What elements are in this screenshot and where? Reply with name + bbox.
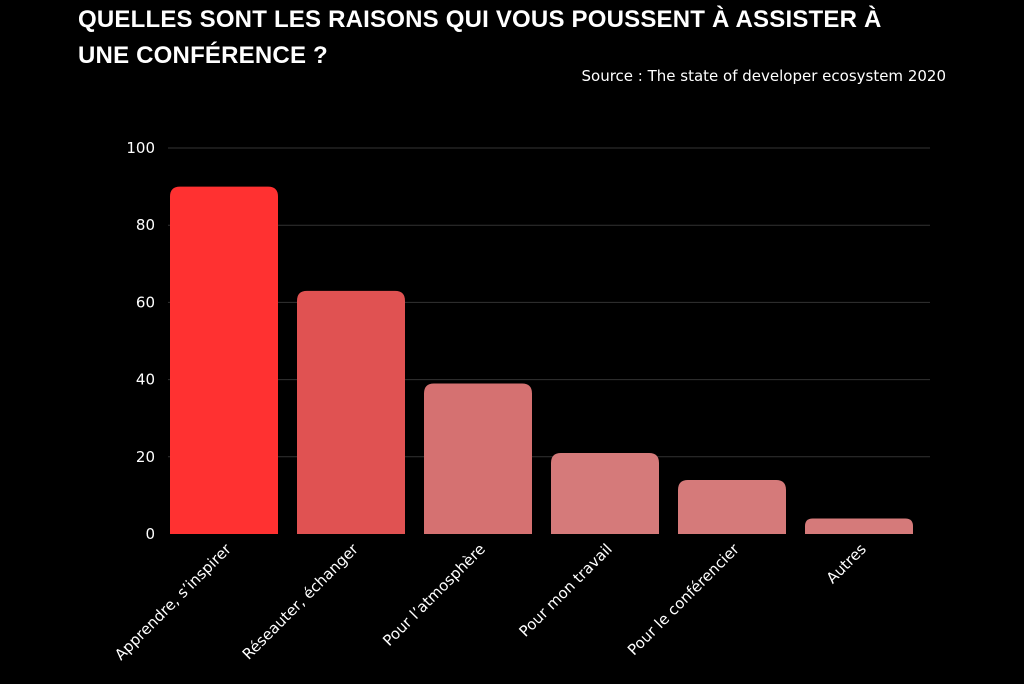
x-category-label: Pour le conférencier: [624, 540, 743, 659]
chart-subtitle: Source : The state of developer ecosyste…: [581, 67, 946, 85]
bar: [678, 479, 786, 534]
x-axis-labels: Apprendre, s’inspirer Réseauter, échanger…: [111, 540, 870, 664]
x-category-label: Pour l’atmosphère: [379, 540, 489, 650]
chart-title: QUELLES SONT LES RAISONS QUI VOUS POUSSE…: [78, 6, 882, 69]
bar: [805, 518, 913, 534]
x-category-label: Réseauter, échanger: [239, 540, 363, 664]
bars-layer: [170, 186, 913, 534]
y-tick-label: 80: [136, 216, 155, 234]
bar: [297, 290, 405, 534]
y-axis-ticks: 0 20 40 60 80 100: [126, 139, 155, 543]
y-tick-label: 40: [136, 371, 155, 389]
bar: [551, 452, 659, 534]
grid-layer: [168, 147, 930, 458]
x-category-label: Autres: [823, 540, 870, 587]
bar: [424, 383, 532, 534]
x-category-label: Apprendre, s’inspirer: [111, 540, 235, 664]
y-tick-label: 20: [136, 448, 155, 466]
y-tick-label: 100: [126, 139, 155, 157]
y-tick-label: 0: [145, 525, 155, 543]
y-tick-label: 60: [136, 293, 155, 311]
bar: [170, 186, 278, 534]
x-category-label: Pour mon travail: [516, 540, 616, 640]
